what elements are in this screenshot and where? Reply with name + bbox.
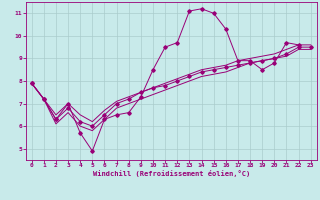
X-axis label: Windchill (Refroidissement éolien,°C): Windchill (Refroidissement éolien,°C)	[92, 170, 250, 177]
